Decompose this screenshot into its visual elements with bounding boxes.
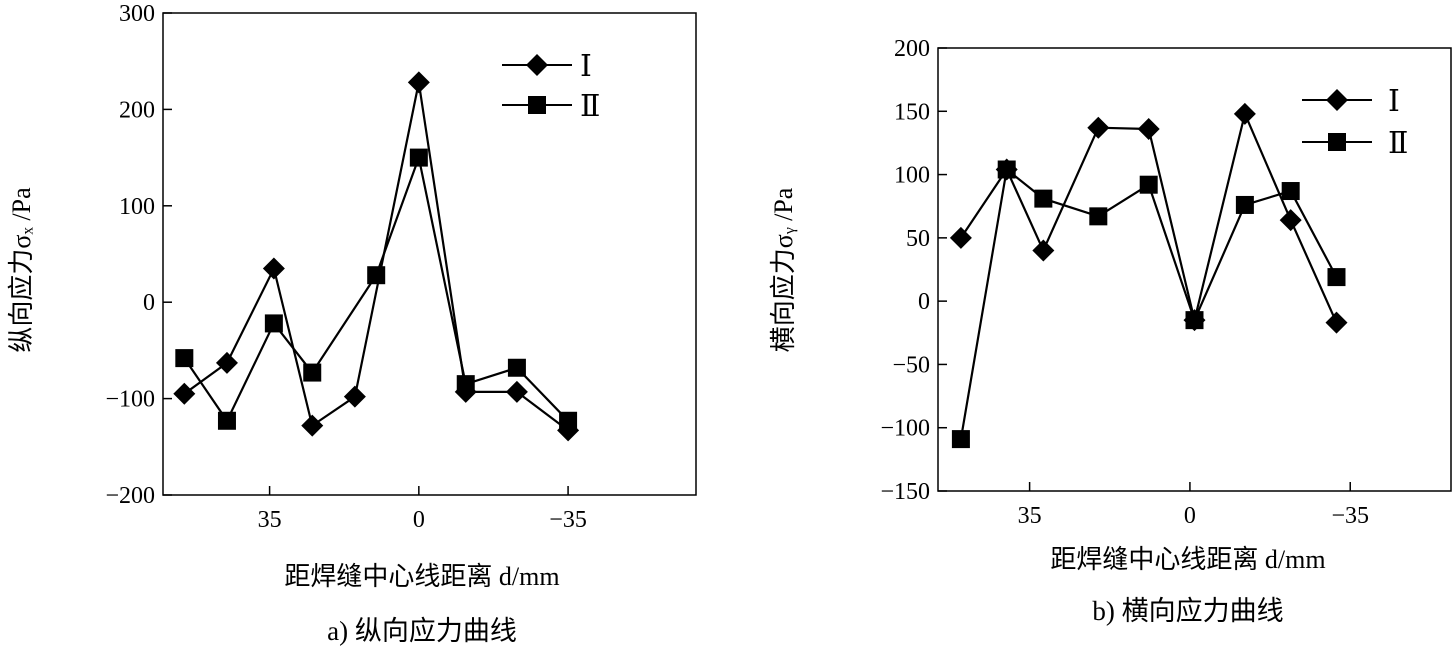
x-tick-label: 35 — [258, 507, 282, 533]
y-tick-label: −100 — [105, 387, 155, 413]
chart-b-legend-marker-2 — [1328, 133, 1346, 151]
series-2-point — [217, 411, 236, 430]
series-1-point — [262, 257, 285, 280]
y-tick-label: 100 — [119, 194, 155, 220]
chart-b-y-axis-label: 横向应力σᵧ /Pa — [769, 187, 798, 352]
y-tick-label: 150 — [894, 99, 930, 125]
chart-a-legend-marker-1 — [526, 54, 548, 76]
chart-a: 300 200 100 0 −100 −200 35 0 −35 Ⅰ Ⅱ 距焊缝中心线距离 d… — [7, 1, 697, 646]
series-1-point — [173, 382, 196, 405]
series-2-point — [951, 430, 970, 449]
y-tick-label: −200 — [105, 483, 155, 509]
series-1-point — [1233, 102, 1256, 125]
chart-b-legend-marker-1 — [1326, 89, 1348, 111]
chart-a-legend-label-1: Ⅰ — [580, 50, 592, 83]
series-2-point — [1034, 189, 1053, 208]
series-1-point — [1325, 311, 1348, 334]
y-tick-label: −50 — [892, 352, 930, 378]
chart-a-legend: Ⅰ Ⅱ — [502, 50, 600, 123]
chart-b-series — [949, 102, 1348, 449]
y-tick-label: −100 — [880, 416, 930, 442]
series-2-point — [175, 349, 194, 368]
series-2-point — [264, 314, 283, 333]
y-tick-label: −150 — [880, 479, 930, 505]
series-1-point — [1137, 118, 1160, 141]
y-tick-label: 300 — [119, 1, 155, 27]
chart-a-x-ticks: 35 0 −35 — [258, 486, 587, 533]
series-2-point — [367, 266, 386, 285]
chart-a-x-axis-label: 距焊缝中心线距离 d/mm — [284, 562, 559, 591]
series-2-point — [559, 411, 578, 430]
x-tick-label: 0 — [1184, 503, 1196, 529]
chart-b-legend: Ⅰ Ⅱ — [1302, 85, 1408, 160]
series-2-point — [303, 363, 322, 382]
series-2-line — [959, 167, 1338, 440]
series-1-line — [183, 82, 569, 432]
series-2-point — [1327, 268, 1346, 287]
series-2-point — [1281, 182, 1300, 201]
series-2-point — [997, 160, 1016, 179]
x-tick-label: −35 — [1331, 503, 1369, 529]
chart-a-caption: a) 纵向应力曲线 — [327, 616, 517, 646]
chart-b-x-ticks: 35 0 −35 — [1018, 482, 1369, 529]
series-2-point — [1089, 207, 1108, 226]
chart-b-caption: b) 横向应力曲线 — [1092, 596, 1283, 626]
series-2-point — [409, 148, 428, 167]
chart-b-legend-label-2: Ⅱ — [1388, 127, 1408, 160]
chart-a-series — [173, 71, 580, 442]
series-1-point — [1087, 116, 1110, 139]
series-1-point — [949, 226, 972, 249]
series-2-point — [507, 358, 526, 377]
y-tick-label: 200 — [894, 36, 930, 62]
x-tick-label: −35 — [549, 507, 587, 533]
series-1-point — [215, 351, 238, 374]
chart-b-x-axis-label: 距焊缝中心线距离 d/mm — [1050, 545, 1325, 574]
chart-a-plot-frame — [162, 12, 697, 496]
y-tick-label: 0 — [918, 289, 930, 315]
series-2-point — [456, 375, 475, 394]
x-tick-label: 0 — [413, 507, 425, 533]
chart-b-y-ticks: 200 150 100 50 0 −50 −100 −150 — [880, 36, 947, 505]
series-1-point — [407, 71, 430, 94]
series-1-point — [1032, 239, 1055, 262]
chart-b-legend-label-1: Ⅰ — [1388, 85, 1400, 118]
series-1-line — [959, 110, 1338, 324]
chart-b-plot-frame — [937, 47, 1452, 492]
chart-a-y-ticks: 300 200 100 0 −100 −200 — [105, 1, 172, 509]
y-tick-label: 100 — [894, 163, 930, 189]
series-2-point — [1139, 175, 1158, 194]
y-tick-label: 0 — [143, 290, 155, 316]
chart-a-legend-marker-2 — [528, 96, 546, 114]
y-tick-label: 50 — [906, 226, 930, 252]
x-tick-label: 35 — [1018, 503, 1042, 529]
y-tick-label: 200 — [119, 97, 155, 123]
series-1-point — [343, 385, 366, 408]
chart-a-legend-label-2: Ⅱ — [580, 90, 600, 123]
series-2-point — [1235, 195, 1254, 214]
chart-a-y-axis-label: 纵向应力σₓ /Pa — [7, 187, 36, 353]
series-1-point — [1279, 209, 1302, 232]
series-1-point — [301, 414, 324, 437]
series-2-point — [1185, 311, 1204, 330]
series-1-point — [505, 380, 528, 403]
chart-b: 200 150 100 50 0 −50 −100 −150 35 0 −35 Ⅰ Ⅱ 距焊缝中心… — [769, 36, 1452, 626]
